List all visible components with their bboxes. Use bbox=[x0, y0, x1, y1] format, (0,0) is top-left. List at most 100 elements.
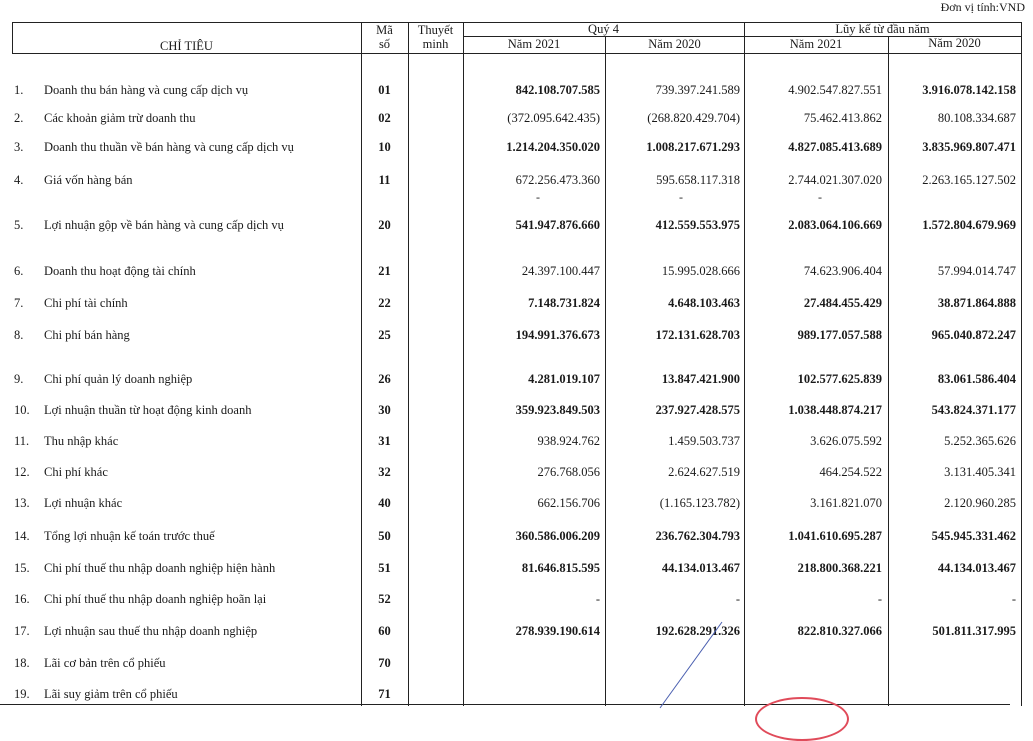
row-code: 26 bbox=[378, 372, 391, 386]
row-number: 1. bbox=[14, 83, 24, 97]
cell-q4-2020: 4.648.103.463 bbox=[668, 296, 740, 310]
cell-q4-2020: (1.165.123.782) bbox=[659, 496, 740, 510]
header-ytd-2021: Năm 2021 bbox=[789, 37, 843, 51]
row-code: 01 bbox=[378, 83, 391, 97]
row-number: 16. bbox=[14, 592, 30, 606]
cell-q4-2020: 44.134.013.467 bbox=[661, 561, 740, 575]
row-number: 11. bbox=[14, 434, 30, 448]
row-number: 7. bbox=[14, 296, 24, 310]
cell-q4-2021: 276.768.056 bbox=[537, 465, 601, 479]
row-code: 70 bbox=[378, 656, 391, 670]
row-label: Lợi nhuận sau thuế thu nhập doanh nghiệp bbox=[44, 624, 258, 638]
header-note-1: Thuyết bbox=[417, 23, 454, 37]
row-number: 19. bbox=[14, 687, 30, 701]
table-bottom-border bbox=[0, 704, 1010, 705]
unit-label: Đơn vị tính:VND bbox=[940, 0, 1025, 14]
cell-q4-2021: (372.095.642.435) bbox=[507, 111, 600, 125]
cell-ytd-2021: 2.744.021.307.020 bbox=[788, 173, 882, 187]
row-label: Lợi nhuận thuần từ hoạt động kinh doanh bbox=[44, 403, 252, 417]
cell-ytd-2020: 80.108.334.687 bbox=[937, 111, 1016, 125]
row-label: Lãi suy giảm trên cổ phiếu bbox=[44, 687, 178, 701]
table-row: 15. Chi phí thuế thu nhập doanh nghiệp hi… bbox=[0, 561, 1033, 581]
cell-q4-2021: 278.939.190.614 bbox=[515, 624, 600, 638]
cell-ytd-2021: 27.484.455.429 bbox=[803, 296, 882, 310]
cell-ytd-2020: 965.040.872.247 bbox=[931, 328, 1016, 342]
header-code-2: số bbox=[378, 37, 391, 51]
row-code: 31 bbox=[378, 434, 391, 448]
row-code: 21 bbox=[378, 264, 391, 278]
table-row: 5. Lợi nhuận gộp về bán hàng và cung cấp … bbox=[0, 218, 1033, 238]
row-number: 8. bbox=[14, 328, 24, 342]
cell-ytd-2021: 74.623.906.404 bbox=[803, 264, 882, 278]
row-label: Lãi cơ bản trên cổ phiếu bbox=[44, 656, 166, 670]
row-code: 60 bbox=[378, 624, 391, 638]
row-code: 25 bbox=[378, 328, 391, 342]
table-row: 2. Các khoản giảm trừ doanh thu 02 (372.095… bbox=[0, 111, 1033, 131]
cell-ytd-2020: 543.824.371.177 bbox=[931, 403, 1016, 417]
table-row: 17. Lợi nhuận sau thuế thu nhập doanh ngh… bbox=[0, 624, 1033, 644]
cell-ytd-2021: 989.177.057.588 bbox=[797, 328, 882, 342]
dash-ytd-2021: - bbox=[818, 190, 822, 204]
row-label: Doanh thu bán hàng và cung cấp dịch vụ bbox=[44, 83, 249, 97]
cell-q4-2021: 842.108.707.585 bbox=[515, 83, 600, 97]
cell-ytd-2020: 83.061.586.404 bbox=[937, 372, 1016, 386]
header-q4-2020: Năm 2020 bbox=[648, 37, 701, 51]
col-divider bbox=[12, 22, 13, 54]
cell-ytd-2021: 1.038.448.874.217 bbox=[788, 403, 882, 417]
table-row: 12. Chi phí khác 32 276.768.056 2.624.627.51… bbox=[0, 465, 1033, 485]
cell-ytd-2021: 218.800.368.221 bbox=[797, 561, 882, 575]
row-label: Các khoản giảm trừ doanh thu bbox=[44, 111, 196, 125]
cell-ytd-2020: 44.134.013.467 bbox=[937, 561, 1016, 575]
group-header-divider bbox=[463, 36, 1022, 37]
cell-q4-2020: - bbox=[735, 592, 740, 606]
col-divider bbox=[888, 36, 889, 706]
cell-q4-2020: 172.131.628.703 bbox=[655, 328, 740, 342]
row-label: Chi phí tài chính bbox=[44, 296, 128, 310]
table-row: 19. Lãi suy giảm trên cổ phiếu 71 bbox=[0, 687, 1033, 707]
header-ytd: Lũy kế từ đầu năm bbox=[835, 22, 930, 36]
row-label: Chi phí bán hàng bbox=[44, 328, 130, 342]
row-number: 15. bbox=[14, 561, 30, 575]
row-number: 6. bbox=[14, 264, 24, 278]
row-label: Thu nhập khác bbox=[44, 434, 119, 448]
dash-q4-2021: - bbox=[536, 190, 540, 204]
cell-q4-2021: 24.397.100.447 bbox=[521, 264, 600, 278]
cell-q4-2021: 7.148.731.824 bbox=[528, 296, 600, 310]
cell-ytd-2020: 3.131.405.341 bbox=[944, 465, 1016, 479]
cell-ytd-2020: 3.916.078.142.158 bbox=[922, 83, 1016, 97]
signature-stroke bbox=[659, 621, 723, 709]
row-code: 11 bbox=[378, 173, 391, 187]
row-number: 13. bbox=[14, 496, 30, 510]
row-label: Lợi nhuận khác bbox=[44, 496, 123, 510]
cell-ytd-2021: 4.827.085.413.689 bbox=[788, 140, 882, 154]
header-q4-2021: Năm 2021 bbox=[507, 37, 561, 51]
cell-q4-2021: 4.281.019.107 bbox=[528, 372, 600, 386]
row-code: 40 bbox=[378, 496, 391, 510]
row-label: Chi phí quản lý doanh nghiệp bbox=[44, 372, 193, 386]
cell-ytd-2021: 822.810.327.066 bbox=[797, 624, 882, 638]
cell-ytd-2021: 75.462.413.862 bbox=[803, 111, 882, 125]
row-label: Giá vốn hàng bán bbox=[44, 173, 133, 187]
row-code: 52 bbox=[378, 592, 391, 606]
table-row: 18. Lãi cơ bản trên cổ phiếu 70 bbox=[0, 656, 1033, 676]
cell-ytd-2021: - bbox=[877, 592, 882, 606]
row-number: 3. bbox=[14, 140, 24, 154]
cell-ytd-2021: 4.902.547.827.551 bbox=[788, 83, 882, 97]
row-label: Chi phí thuế thu nhập doanh nghiệp hiện … bbox=[44, 561, 276, 575]
cell-ytd-2021: 1.041.610.695.287 bbox=[788, 529, 882, 543]
company-stamp bbox=[755, 697, 849, 741]
row-number: 12. bbox=[14, 465, 30, 479]
cell-q4-2021: 672.256.473.360 bbox=[515, 173, 600, 187]
table-row: 11. Thu nhập khác 31 938.924.762 1.459.503.7… bbox=[0, 434, 1033, 454]
cell-q4-2020: 13.847.421.900 bbox=[661, 372, 740, 386]
row-number: 2. bbox=[14, 111, 24, 125]
cell-ytd-2020: 3.835.969.807.471 bbox=[922, 140, 1016, 154]
cell-q4-2021: 938.924.762 bbox=[537, 434, 601, 448]
col-divider bbox=[605, 36, 606, 706]
col-divider bbox=[361, 22, 362, 706]
cell-ytd-2020: 57.994.014.747 bbox=[937, 264, 1016, 278]
row-code: 71 bbox=[378, 687, 391, 701]
table-row: 16. Chi phí thuế thu nhập doanh nghiệp ho… bbox=[0, 592, 1033, 612]
row-label: Doanh thu hoạt động tài chính bbox=[44, 264, 196, 278]
row-number: 14. bbox=[14, 529, 30, 543]
